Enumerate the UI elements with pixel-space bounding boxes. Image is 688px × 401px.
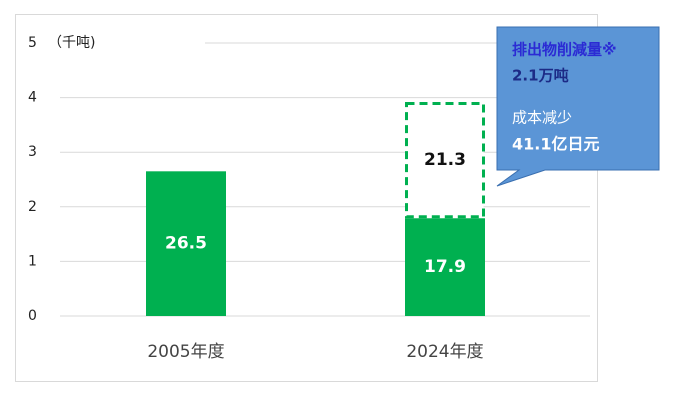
- y-tick-label: 0: [28, 308, 37, 324]
- y-tick-label: 3: [28, 144, 37, 160]
- x-tick-label: 2024年度: [406, 342, 483, 362]
- y-tick-label: 4: [28, 90, 37, 106]
- bar-dashed: [405, 101, 485, 219]
- x-tick-label: 2005年度: [147, 342, 224, 362]
- y-tick-label: 5: [28, 35, 37, 51]
- callout-amount: 2.1万吨: [512, 67, 569, 85]
- data-label: 26.5: [165, 234, 207, 254]
- y-tick-label: 2: [28, 199, 37, 215]
- bar: [405, 218, 485, 316]
- y-axis-unit: （千吨): [48, 35, 95, 51]
- callout-value: 41.1亿日元: [512, 135, 599, 154]
- data-label: 17.9: [424, 257, 466, 277]
- callout-subtitle: 成本减少: [512, 109, 572, 127]
- y-tick-label: 1: [28, 253, 37, 269]
- bar: [146, 171, 226, 316]
- callout-box: [496, 26, 660, 187]
- data-label: 21.3: [424, 150, 466, 170]
- callout-title: 排出物削減量※: [512, 41, 617, 59]
